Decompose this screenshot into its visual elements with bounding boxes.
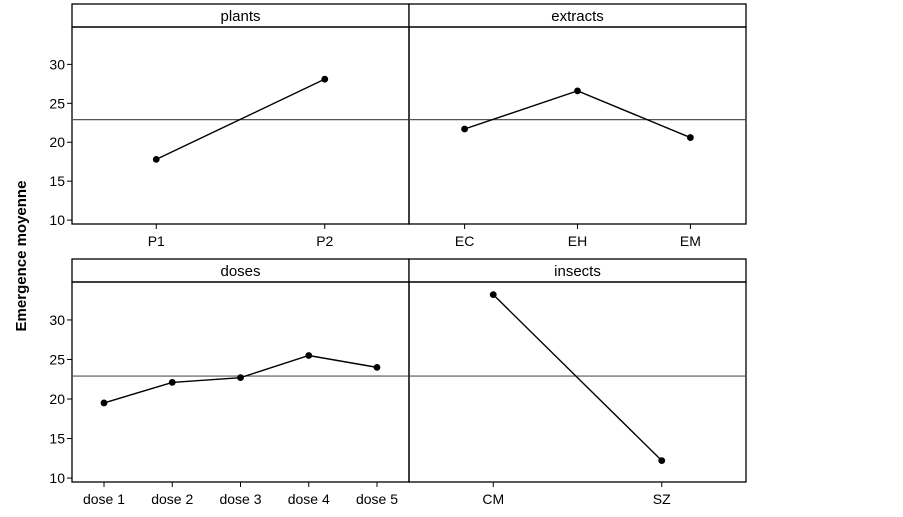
x-tick-label: EC bbox=[455, 233, 474, 249]
x-tick-label: dose 2 bbox=[151, 491, 193, 507]
series-line bbox=[155, 78, 326, 161]
x-tick-label: dose 3 bbox=[219, 491, 261, 507]
data-point bbox=[321, 75, 329, 83]
x-tick-label: EM bbox=[680, 233, 701, 249]
x-tick-label: CM bbox=[482, 491, 504, 507]
data-point bbox=[168, 378, 176, 386]
y-tick-label: 30 bbox=[49, 312, 65, 328]
data-point bbox=[658, 457, 666, 465]
data-point bbox=[574, 87, 581, 95]
x-tick-label: EH bbox=[568, 233, 587, 249]
data-point bbox=[237, 374, 244, 382]
y-tick-label: 15 bbox=[49, 431, 65, 447]
panel-title: plants bbox=[220, 8, 260, 25]
plot-area bbox=[71, 26, 410, 225]
panel-insects: insects CM SZ bbox=[408, 258, 747, 507]
data-point bbox=[100, 399, 108, 407]
data-point bbox=[305, 352, 313, 359]
x-tick-label: dose 4 bbox=[288, 491, 330, 507]
panels-group: plants 10 15 20 25 30 P1 P2 extracts EC EH EM doses 1… bbox=[49, 3, 747, 507]
data-point bbox=[461, 125, 469, 133]
y-tick-label: 15 bbox=[49, 173, 65, 189]
plot-area bbox=[408, 281, 747, 483]
x-tick-label: dose 1 bbox=[83, 491, 125, 507]
plot-area bbox=[71, 281, 410, 483]
panel-title: doses bbox=[220, 263, 260, 280]
data-point bbox=[489, 291, 497, 299]
x-tick-label: dose 5 bbox=[356, 491, 398, 507]
y-tick-label: 25 bbox=[49, 95, 65, 111]
panel-title: insects bbox=[554, 263, 601, 280]
y-axis-label: Emergence moyenne bbox=[13, 181, 30, 332]
x-tick-label: SZ bbox=[653, 491, 671, 507]
y-tick-label: 10 bbox=[49, 212, 65, 228]
panel-plants: plants 10 15 20 25 30 P1 P2 bbox=[49, 3, 410, 249]
y-tick-label: 20 bbox=[49, 134, 65, 150]
panel-extracts: extracts EC EH EM bbox=[408, 3, 747, 249]
panel-title: extracts bbox=[551, 8, 604, 25]
plot-area bbox=[408, 26, 747, 225]
x-tick-label: P1 bbox=[148, 233, 165, 249]
data-point bbox=[373, 363, 381, 371]
data-point bbox=[152, 155, 160, 163]
x-tick-label: P2 bbox=[316, 233, 333, 249]
y-tick-label: 30 bbox=[49, 56, 65, 72]
panel-doses: doses 10 15 20 25 30 dose 1 dose 2 dose 3 dose 4 d… bbox=[49, 258, 410, 507]
series-line bbox=[492, 294, 663, 462]
y-tick-label: 10 bbox=[49, 470, 65, 486]
series-line bbox=[464, 90, 691, 139]
y-tick-label: 25 bbox=[49, 351, 65, 367]
data-point bbox=[686, 134, 694, 141]
y-tick-label: 20 bbox=[49, 391, 65, 407]
